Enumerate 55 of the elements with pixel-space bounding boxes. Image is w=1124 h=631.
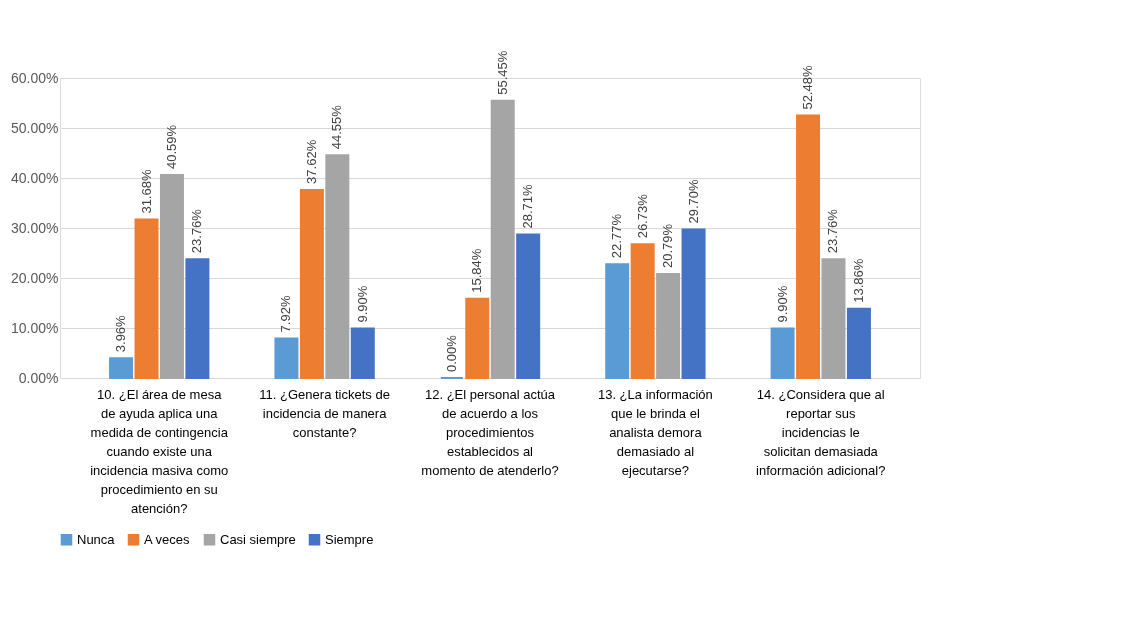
y-tick-label: 10.00%: [11, 319, 59, 336]
bar: [185, 258, 210, 379]
bar: [134, 218, 159, 379]
data-label: 52.48%: [800, 65, 816, 110]
bar: [274, 337, 299, 379]
data-label: 0.00%: [443, 334, 459, 372]
data-label: 7.92%: [278, 295, 294, 333]
data-label: 44.55%: [329, 104, 345, 150]
data-label: 28.71%: [520, 183, 536, 229]
bar: [770, 327, 795, 379]
data-label: 55.45%: [494, 50, 510, 95]
bar: [846, 307, 871, 379]
data-label: 26.73%: [634, 193, 650, 239]
legend-label: A veces: [144, 531, 191, 547]
bar: [796, 114, 821, 379]
bar: [299, 188, 324, 379]
bar: [605, 263, 630, 379]
data-label: 9.90%: [354, 285, 370, 323]
bar: [109, 357, 134, 379]
data-label: 29.70%: [685, 178, 701, 224]
data-label: 40.59%: [163, 124, 179, 170]
y-tick-label: 30.00%: [11, 219, 59, 236]
bar: [681, 228, 706, 379]
x-tick-label: 13. ¿La información que le brinda el analista demora demasiado al ejecutarse?: [597, 386, 713, 478]
y-tick-label: 60.00%: [11, 69, 59, 86]
data-label: 23.76%: [825, 208, 841, 254]
bar: [656, 273, 681, 379]
data-label: 31.68%: [138, 169, 154, 214]
y-tick-label: 40.00%: [11, 169, 59, 186]
y-tick-label: 20.00%: [11, 269, 59, 286]
bar: [490, 99, 515, 379]
x-tick-label: 12. ¿El personal actúa de acuerdo a los procedimientos establecidos al momento de atenderlo?: [421, 386, 559, 478]
bar: [159, 174, 184, 379]
data-label: 22.77%: [609, 213, 625, 259]
x-tick-label: 14. ¿Considera que al reportar sus incidencias le solicitan demasiada información adicional?: [756, 386, 886, 478]
data-label: 13.86%: [850, 258, 866, 303]
bar: [630, 243, 655, 379]
data-label: 23.76%: [189, 208, 205, 254]
data-label: 20.79%: [660, 223, 676, 269]
data-label: 3.96%: [113, 314, 129, 353]
bar: [465, 297, 490, 379]
data-label: 15.84%: [469, 248, 485, 293]
x-tick-label: 11. ¿Genera tickets de incidencia de manera constante?: [259, 386, 390, 440]
data-label: 9.90%: [774, 285, 790, 323]
data-label: 37.62%: [303, 139, 319, 184]
bar: [325, 154, 350, 379]
legend-label: Casi siempre: [220, 531, 296, 547]
y-tick-label: 0.00%: [18, 369, 59, 386]
x-tick-label: 10. ¿El área de mesa de ayuda aplica una medida de contingencia cuando existe una incidencia masiva como procedimiento en su atención?: [90, 386, 229, 516]
y-tick-label: 50.00%: [11, 119, 59, 136]
bar: [516, 233, 541, 379]
legend-label: Siempre: [325, 531, 374, 547]
legend-label: Nunca: [77, 531, 116, 547]
bar: [821, 258, 846, 379]
bar: [350, 327, 375, 379]
